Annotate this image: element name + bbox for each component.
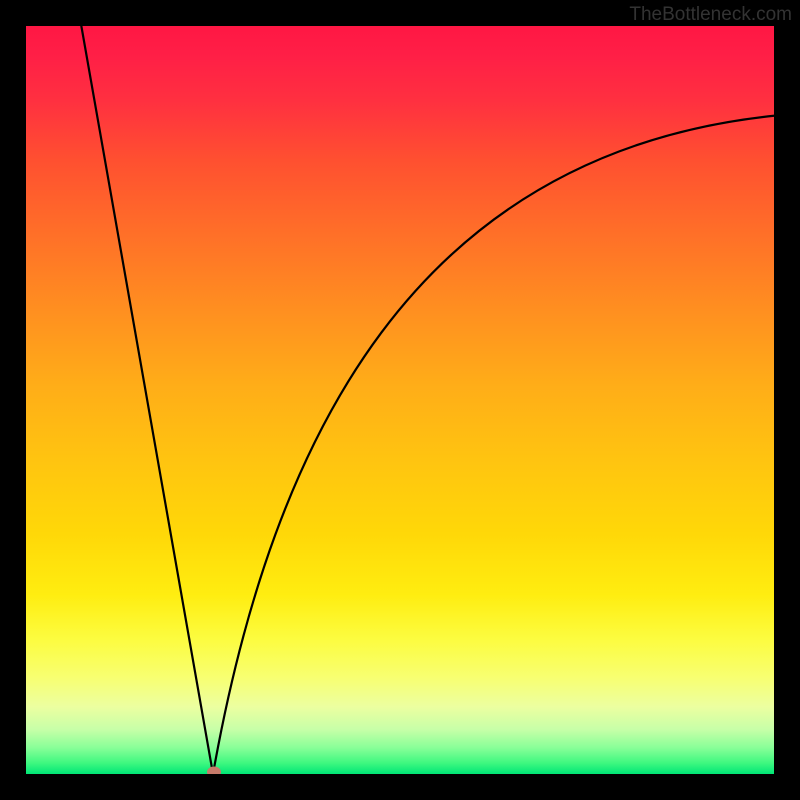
plot-area <box>26 26 774 774</box>
chart-frame: TheBottleneck.com <box>0 0 800 800</box>
optimum-marker <box>207 766 221 774</box>
watermark-text: TheBottleneck.com <box>629 4 792 26</box>
bottleneck-curve <box>26 26 774 774</box>
